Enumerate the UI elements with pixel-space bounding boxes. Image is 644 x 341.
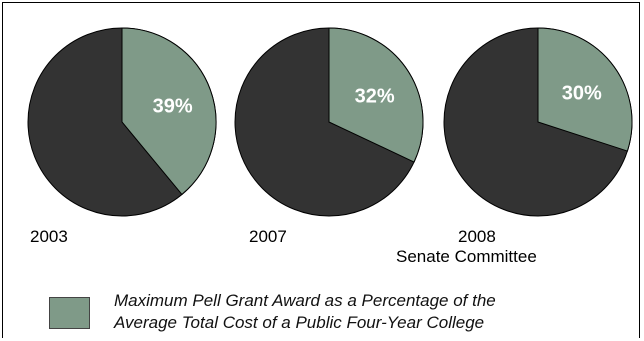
legend-swatch: [49, 297, 90, 329]
pie-2008-value-label: 30%: [562, 83, 602, 105]
legend-text: Maximum Pell Grant Award as a Percentage…: [114, 290, 634, 334]
pie-2003-value-label: 39%: [153, 95, 193, 117]
legend-line-2: Average Total Cost of a Public Four-Year…: [114, 313, 485, 332]
pie-2003-slice: [121, 27, 217, 196]
pie-2007-year-label: 2007: [249, 227, 287, 246]
pie-2003-year-label: 2003: [30, 227, 68, 246]
pie-2007-slice: [328, 27, 424, 163]
chart-frame: [2, 2, 640, 338]
pie-2008-sublabel: Senate Committee: [396, 247, 537, 266]
pie-2008-year-label: 2008: [458, 227, 496, 246]
legend-line-1: Maximum Pell Grant Award as a Percentage…: [114, 291, 496, 310]
pie-2008-slice: [537, 27, 633, 152]
pie-2007-value-label: 32%: [355, 85, 395, 107]
